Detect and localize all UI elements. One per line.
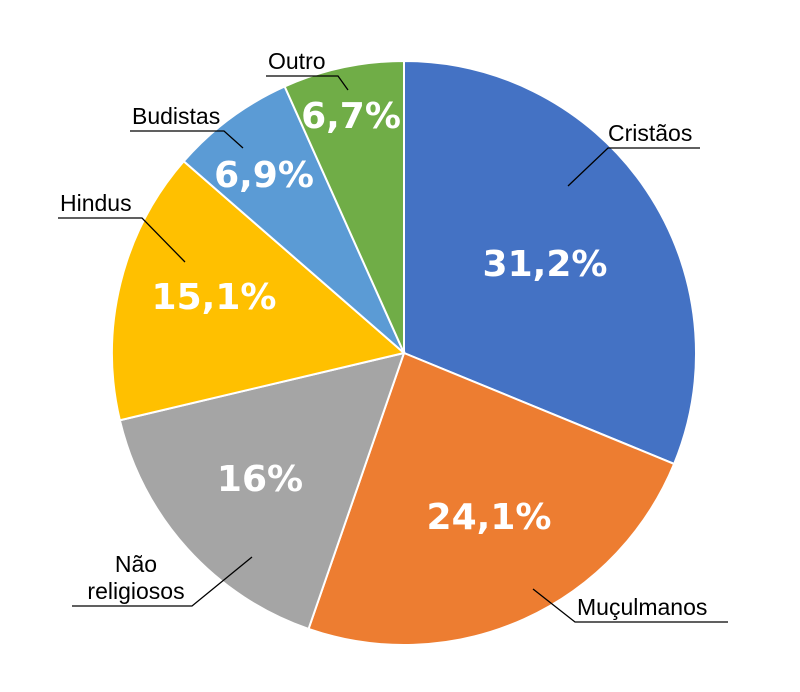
pie-slice-hindus [111,159,407,422]
leader-line-budistas [130,130,244,149]
leader-line-hindus [58,217,186,263]
slice-value-label-hindus: 15,1% [152,277,277,318]
pie-slice-nao-religiosos [118,351,406,631]
slice-category-label-outro: Outro [268,48,326,74]
leader-line-outro [266,75,349,91]
leader-line-nao-religiosos [72,556,253,607]
pie-slice-budistas [182,85,405,354]
slice-value-label-budistas: 6,9% [214,155,314,196]
slice-value-label-cristaos: 31,2% [483,244,608,285]
leader-line-cristaos [567,147,700,187]
slice-category-label-hindus: Hindus [60,190,132,216]
slice-category-label-nao-line1: Não [115,551,157,577]
slice-category-label-nao-line2: religiosos [87,578,184,604]
slice-category-label-muculmanos: Muçulmanos [577,594,707,620]
slice-value-label-muculmanos: 24,1% [427,497,552,538]
leader-line-muculmanos [532,588,728,623]
slice-value-label-nao-religiosos: 16% [217,459,303,500]
pie-slice-muculmanos [307,351,676,646]
slice-category-label-budistas: Budistas [132,103,220,129]
pie-slice-cristaos [403,59,697,466]
pie-slices [111,59,697,646]
slice-category-label-cristaos: Cristãos [608,120,692,146]
pie-slice-outro [283,59,405,354]
slice-value-label-outro: 6,7% [301,96,401,137]
